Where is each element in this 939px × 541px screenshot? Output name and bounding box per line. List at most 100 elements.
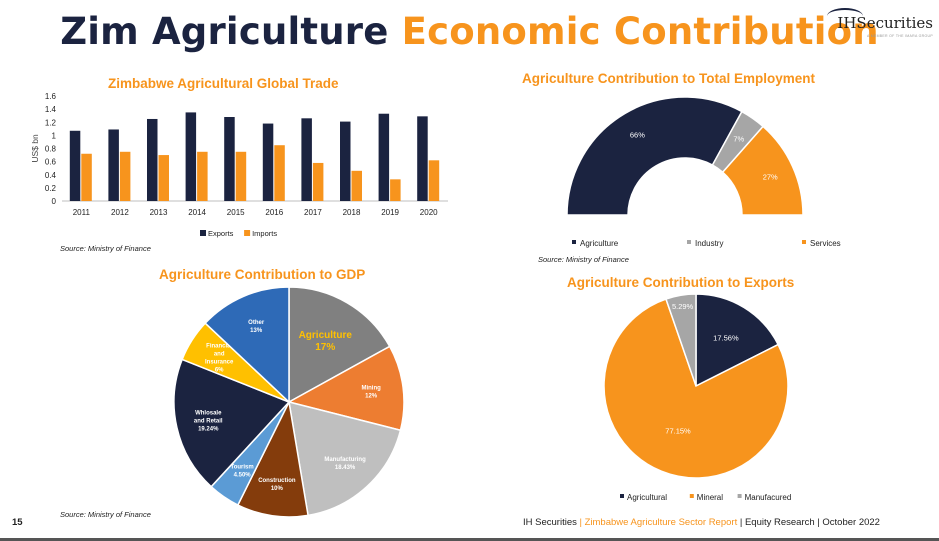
bottom-rule bbox=[0, 538, 939, 541]
bar-imports-2019 bbox=[390, 179, 401, 201]
pie-slice-agricultural bbox=[695, 293, 780, 388]
legend-label-exports: Exports bbox=[208, 229, 234, 238]
pie-slice-mineral bbox=[603, 298, 789, 479]
bar-imports-2011 bbox=[81, 153, 92, 201]
employment-chart-title: Agriculture Contribution to Total Employ… bbox=[522, 71, 815, 86]
bar-imports-2012 bbox=[119, 151, 131, 201]
bar-exports-2020 bbox=[417, 116, 428, 201]
y-tick-label: 0.6 bbox=[45, 158, 57, 167]
pie-name-label: Whlosale bbox=[195, 410, 222, 416]
bar-imports-2018 bbox=[351, 170, 362, 201]
bar-imports-2017 bbox=[312, 162, 324, 201]
pie-name-label: Insurance bbox=[205, 360, 234, 366]
legend-swatch-services bbox=[802, 240, 806, 244]
pie-label-whlosale-and-retail: Whlosale and Retail 19.24% bbox=[194, 410, 223, 432]
x-tick-label: 2020 bbox=[420, 208, 438, 217]
legend-label-services: Services bbox=[810, 239, 841, 248]
pie-label-tourism: Tourism 4.50% bbox=[231, 464, 254, 478]
x-tick-label: 2011 bbox=[73, 208, 91, 217]
pie-name-label: Construction bbox=[258, 478, 296, 484]
title-part-1: Zim Agriculture bbox=[60, 10, 389, 53]
pie-value-label: 6% bbox=[215, 368, 224, 374]
footer-report: Zimbabwe Agriculture Sector Report bbox=[584, 517, 738, 528]
bar-exports-2018 bbox=[340, 121, 351, 201]
bar-exports-2015 bbox=[224, 117, 235, 201]
pie-name-label: and bbox=[214, 352, 225, 358]
bar-imports-2013 bbox=[158, 155, 169, 201]
pie-value-label: 18.43% bbox=[335, 465, 356, 471]
doughnut-slice-services bbox=[721, 125, 804, 216]
trade-chart-title: Zimbabwe Agricultural Global Trade bbox=[108, 76, 339, 91]
y-tick-label: 1.4 bbox=[45, 105, 57, 114]
trade-source: Source: Ministry of Finance bbox=[60, 244, 151, 253]
pie-slice-manufacured bbox=[665, 293, 697, 387]
bar-exports-2016 bbox=[262, 123, 274, 201]
legend-swatch-mineral bbox=[689, 494, 694, 498]
doughnut-label-agriculture: 66% bbox=[630, 131, 645, 140]
legend-label-agricultural: Agricultural bbox=[627, 493, 667, 502]
bar-imports-2016 bbox=[274, 145, 285, 201]
pie-label-other: Other 13% bbox=[248, 320, 265, 334]
legend-swatch-manufacured bbox=[737, 494, 742, 498]
bar-imports-2015 bbox=[235, 151, 247, 201]
bar-exports-2011 bbox=[69, 130, 81, 201]
pie-slice-agriculture bbox=[288, 286, 391, 404]
pie-slice-other bbox=[204, 286, 290, 404]
pie-value-label: 12% bbox=[365, 393, 378, 399]
pie-slice-mining bbox=[286, 345, 405, 432]
legend-label-mineral: Mineral bbox=[697, 493, 723, 502]
pie-name-label: and Retail bbox=[194, 418, 223, 424]
y-axis-label: US$ bn bbox=[30, 134, 40, 163]
y-tick-label: 0.8 bbox=[45, 145, 57, 154]
bar-exports-2017 bbox=[301, 118, 312, 201]
pie-name-label: Manufacturing bbox=[324, 457, 366, 463]
legend-swatch-imports bbox=[244, 230, 251, 236]
legend-label-industry: Industry bbox=[695, 239, 723, 248]
x-tick-label: 2015 bbox=[227, 208, 245, 217]
bar-imports-2014 bbox=[197, 151, 208, 201]
x-tick-label: 2016 bbox=[265, 208, 283, 217]
pie-name-label: Other bbox=[248, 320, 265, 326]
footer-text: IH Securities | Zimbabwe Agriculture Sec… bbox=[523, 517, 880, 528]
pie-label-manufacturing: Manufacturing 18.43% bbox=[324, 457, 366, 471]
doughnut-slice-agriculture bbox=[566, 96, 743, 216]
logo-text: IHSecurities bbox=[837, 14, 933, 32]
y-tick-label: 1.6 bbox=[45, 92, 57, 101]
legend-swatch-agriculture bbox=[572, 240, 576, 244]
ih-securities-logo: IHSecurities A MEMBER OF THE IMARA GROUP bbox=[825, 8, 933, 40]
pie-label-mineral: 77.15% bbox=[665, 426, 691, 435]
pie-name-label: Agriculture bbox=[299, 330, 353, 341]
page-title: Zim Agriculture Economic Contribution bbox=[0, 10, 939, 53]
bar-imports-2020 bbox=[428, 160, 440, 201]
pie-value-label: 13% bbox=[250, 328, 263, 334]
x-tick-label: 2014 bbox=[188, 208, 206, 217]
doughnut-label-services: 27% bbox=[763, 173, 778, 182]
footer-research: Equity Research | October 2022 bbox=[744, 517, 880, 528]
pie-value-label: 4.50% bbox=[234, 472, 252, 478]
legend-swatch-agricultural bbox=[620, 494, 624, 498]
y-tick-label: 0.2 bbox=[45, 184, 57, 193]
pie-name-label: Tourism bbox=[231, 464, 254, 470]
bar-exports-2014 bbox=[185, 112, 197, 201]
pie-label-mining: Mining 12% bbox=[361, 385, 381, 399]
x-tick-label: 2017 bbox=[304, 208, 322, 217]
pie-label-manufacured: 5.29% bbox=[672, 302, 694, 311]
bar-exports-2013 bbox=[147, 118, 158, 201]
x-tick-label: 2019 bbox=[381, 208, 399, 217]
doughnut-label-industry: 7% bbox=[733, 135, 744, 144]
x-tick-label: 2012 bbox=[111, 208, 129, 217]
bar-exports-2012 bbox=[108, 129, 119, 201]
pie-label-financial-and-insurance: Financial and Insurance 6% bbox=[205, 344, 234, 374]
exports-pie-chart: 17.56% 77.15% 5.29% Agricultural Mineral Manu… bbox=[603, 293, 791, 502]
footer-sep-1: | bbox=[576, 517, 585, 528]
title-part-2: Economic Contribution bbox=[401, 10, 879, 53]
page-number: 15 bbox=[12, 517, 23, 528]
pie-name-label: Mining bbox=[361, 385, 381, 391]
y-tick-label: 1 bbox=[52, 131, 57, 140]
pie-slice-construction bbox=[236, 399, 309, 518]
footer-sep-2: | bbox=[737, 517, 745, 528]
pie-value-label: 19.24% bbox=[198, 426, 219, 432]
pie-value-label: 10% bbox=[271, 486, 284, 492]
